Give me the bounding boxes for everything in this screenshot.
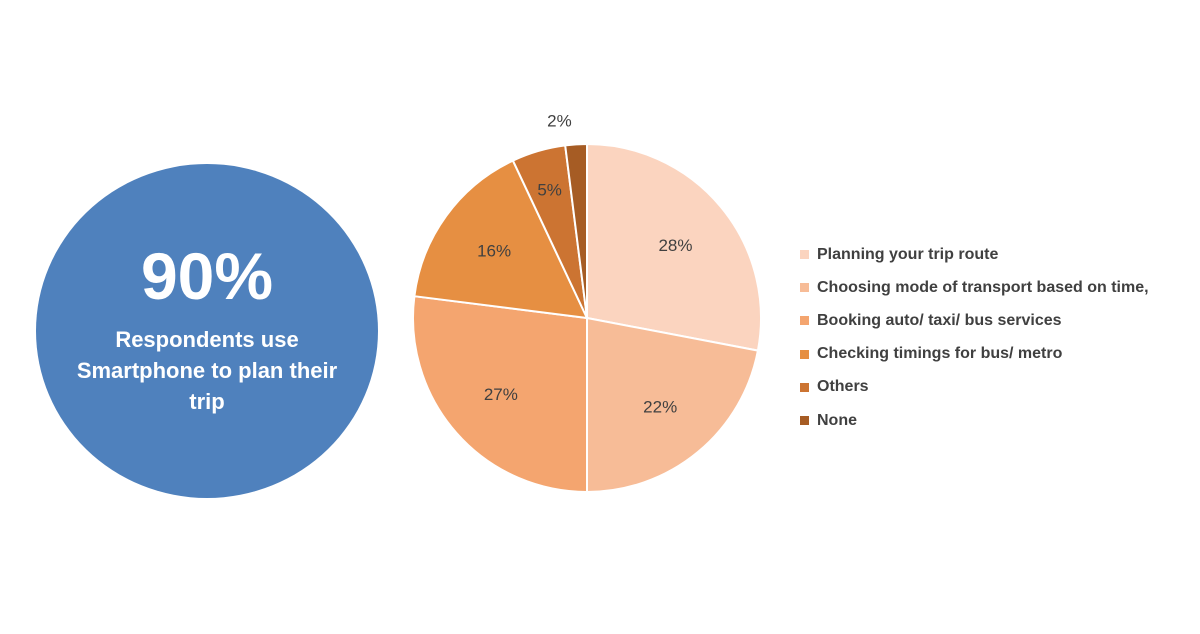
legend-item-0: Planning your trip route (800, 238, 1200, 271)
pie-slice-2 (412, 295, 588, 494)
pie-slice-1 (586, 316, 760, 494)
pie-data-label-3: 16% (477, 241, 511, 260)
legend-label: None (817, 411, 857, 429)
pie-data-label-5: 2% (547, 111, 572, 130)
legend-label: Checking timings for bus/ metro (817, 345, 1063, 363)
legend-label: Others (817, 378, 869, 396)
legend-swatch (800, 283, 809, 293)
legend-item-2: Booking auto/ taxi/ bus services (800, 304, 1200, 337)
legend-label: Booking auto/ taxi/ bus services (817, 311, 1062, 329)
legend-label: Planning your trip route (817, 245, 999, 263)
legend-item-1: Choosing mode of transport based on time… (800, 271, 1200, 304)
legend-swatch (800, 349, 809, 359)
legend-item-5: None (800, 404, 1200, 437)
legend-swatch (800, 250, 809, 260)
stat-circle: 90% Respondents use Smartphone to plan t… (36, 164, 378, 498)
legend-swatch (800, 316, 809, 326)
legend-item-4: Others (800, 371, 1200, 404)
legend-swatch (800, 416, 809, 426)
pie-slice-0 (586, 142, 762, 352)
stat-caption: Respondents use Smartphone to plan their… (76, 327, 338, 414)
legend-item-3: Checking timings for bus/ metro (800, 338, 1200, 371)
pie-data-label-1: 22% (643, 397, 677, 416)
pie-slice-5 (564, 142, 588, 319)
legend-label: Choosing mode of transport based on time… (817, 278, 1149, 296)
legend-swatch (800, 382, 809, 392)
pie-data-label-0: 28% (658, 236, 692, 255)
pie-slice-3 (413, 159, 589, 320)
chart-legend: Planning your trip route Choosing mode of… (800, 238, 1200, 437)
pie-data-label-2: 27% (484, 385, 518, 404)
pie-data-label-4: 5% (537, 180, 562, 199)
stat-value: 90% (140, 239, 274, 313)
